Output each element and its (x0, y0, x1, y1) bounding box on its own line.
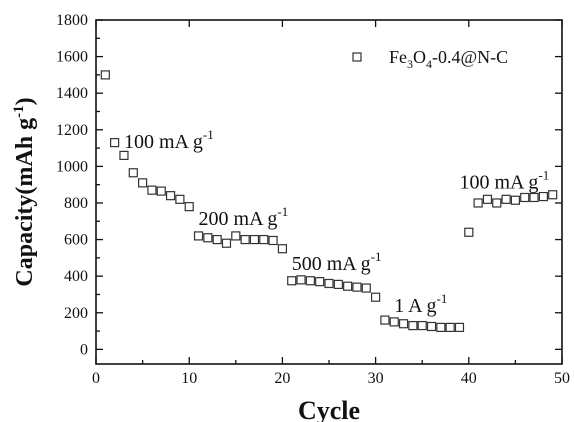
data-point (100, 70, 110, 80)
data-point (259, 234, 269, 245)
data-point (529, 192, 539, 203)
annot-1a: 1 A g-1 (394, 291, 447, 317)
x-tick-label: 20 (274, 370, 290, 387)
data-point (156, 186, 166, 196)
data-point (277, 244, 287, 254)
data-point (249, 234, 260, 245)
y-tick-label: 200 (64, 305, 88, 322)
data-point (398, 319, 409, 329)
y-tick-label: 1200 (56, 122, 88, 139)
data-point (361, 283, 371, 293)
legend-marker (352, 52, 362, 62)
y-tick-label: 400 (64, 268, 88, 285)
data-point (240, 234, 250, 245)
y-tick-label: 600 (64, 232, 88, 249)
y-tick-label: 0 (80, 341, 88, 358)
data-point (417, 320, 427, 331)
data-point (184, 202, 194, 212)
x-tick-label: 40 (461, 370, 477, 387)
data-point (426, 321, 437, 332)
data-point (380, 315, 390, 325)
y-tick-label: 1000 (56, 158, 88, 175)
ticks-group: 0 10 20 30 40 50 0 200 400 600 800 1000 1200 1400 1600… (56, 12, 570, 387)
data-point (520, 192, 530, 203)
data-point (110, 137, 120, 148)
data-point (128, 168, 138, 178)
data-point (464, 227, 474, 237)
data-point (165, 191, 176, 201)
data-point (305, 276, 315, 286)
y-axis-label: Capacity(mAh g-1) (11, 97, 38, 286)
x-tick-label: 30 (368, 370, 384, 387)
data-point (138, 178, 148, 188)
data-point (473, 198, 483, 208)
data-point (231, 231, 241, 241)
data-point (212, 234, 222, 245)
annot-500: 500 mA g-1 (292, 249, 382, 275)
data-point (268, 235, 278, 246)
legend-group: Fe3O4-0.4@N-C (352, 47, 508, 71)
data-point (352, 282, 362, 292)
data-point (501, 194, 511, 204)
data-point (343, 281, 353, 291)
data-point (454, 322, 465, 333)
x-axis-label: Cycle (298, 396, 360, 422)
x-tick-label: 0 (92, 370, 100, 387)
data-point (492, 198, 502, 208)
series-group (100, 70, 558, 333)
data-point (296, 275, 306, 285)
data-point (119, 150, 129, 161)
data-point (324, 278, 334, 289)
axis-labels-group: Cycle Capacity(mAh g-1) (11, 97, 360, 422)
data-point (315, 277, 325, 287)
y-tick-label: 1400 (56, 85, 88, 102)
annot-100b: 100 mA g-1 (459, 167, 549, 193)
data-point (389, 317, 399, 327)
data-point (175, 194, 185, 204)
y-tick-label: 1600 (56, 49, 88, 66)
data-point (538, 191, 548, 202)
data-point (203, 233, 213, 243)
data-point (371, 292, 381, 302)
data-point (193, 231, 204, 241)
y-tick-label: 1800 (56, 12, 88, 29)
data-point (333, 279, 343, 290)
data-point (221, 238, 232, 248)
x-tick-label: 50 (554, 370, 570, 387)
annot-200: 200 mA g-1 (199, 204, 289, 230)
data-point (482, 194, 493, 204)
data-point (408, 320, 418, 331)
data-point (147, 185, 157, 195)
annot-100a: 100 mA g-1 (124, 127, 214, 153)
data-point (436, 322, 446, 333)
data-point (510, 195, 520, 205)
y-tick-label: 800 (64, 195, 88, 212)
data-point (445, 322, 455, 333)
legend-label: Fe3O4-0.4@N-C (389, 47, 508, 71)
x-tick-label: 10 (181, 370, 197, 387)
data-point (548, 190, 558, 200)
data-point (287, 276, 297, 286)
